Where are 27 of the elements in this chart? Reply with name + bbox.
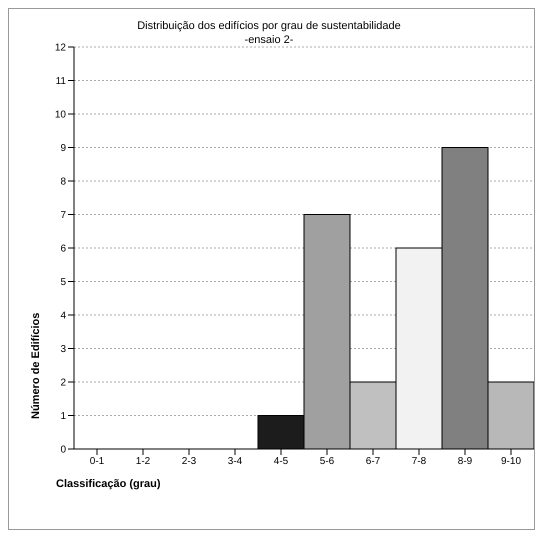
y-tick-label: 12 xyxy=(54,42,66,54)
y-tick-label: 2 xyxy=(60,378,66,389)
x-tick-label: 1-2 xyxy=(136,456,151,468)
y-tick-label: 3 xyxy=(60,344,66,356)
chart-subtitle: -ensaio 2- xyxy=(244,33,294,47)
x-tick-label: 0-1 xyxy=(90,456,105,468)
x-tick-label: 8-9 xyxy=(458,456,473,468)
y-tick-label: 8 xyxy=(60,176,66,188)
x-tick-label: 7-8 xyxy=(412,456,427,468)
y-tick-label: 4 xyxy=(60,310,66,322)
y-tick-label: 6 xyxy=(60,244,66,255)
x-tick-label: 5-6 xyxy=(320,456,335,468)
chart-title: Distribuição dos edifícios por grau de sustentabilidade xyxy=(136,19,402,33)
y-tick-label: 0 xyxy=(60,444,66,456)
y-tick-label: 10 xyxy=(54,110,66,121)
y-axis-title: Número de Edifícios xyxy=(30,312,42,419)
y-tick-label: 5 xyxy=(60,277,66,288)
x-tick-label: 2-3 xyxy=(182,456,197,468)
x-axis-title: Classificação (grau) xyxy=(56,478,161,490)
x-tick-label: 6-7 xyxy=(366,456,381,468)
x-tick-label: 3-4 xyxy=(228,456,243,468)
y-tick-label: 1 xyxy=(60,411,66,422)
y-tick-label: 7 xyxy=(60,210,66,222)
x-tick-label: 9-10 xyxy=(500,456,522,468)
y-tick-label: 9 xyxy=(60,143,66,154)
x-tick-label: 4-5 xyxy=(274,456,289,468)
y-tick-label: 11 xyxy=(56,76,66,88)
